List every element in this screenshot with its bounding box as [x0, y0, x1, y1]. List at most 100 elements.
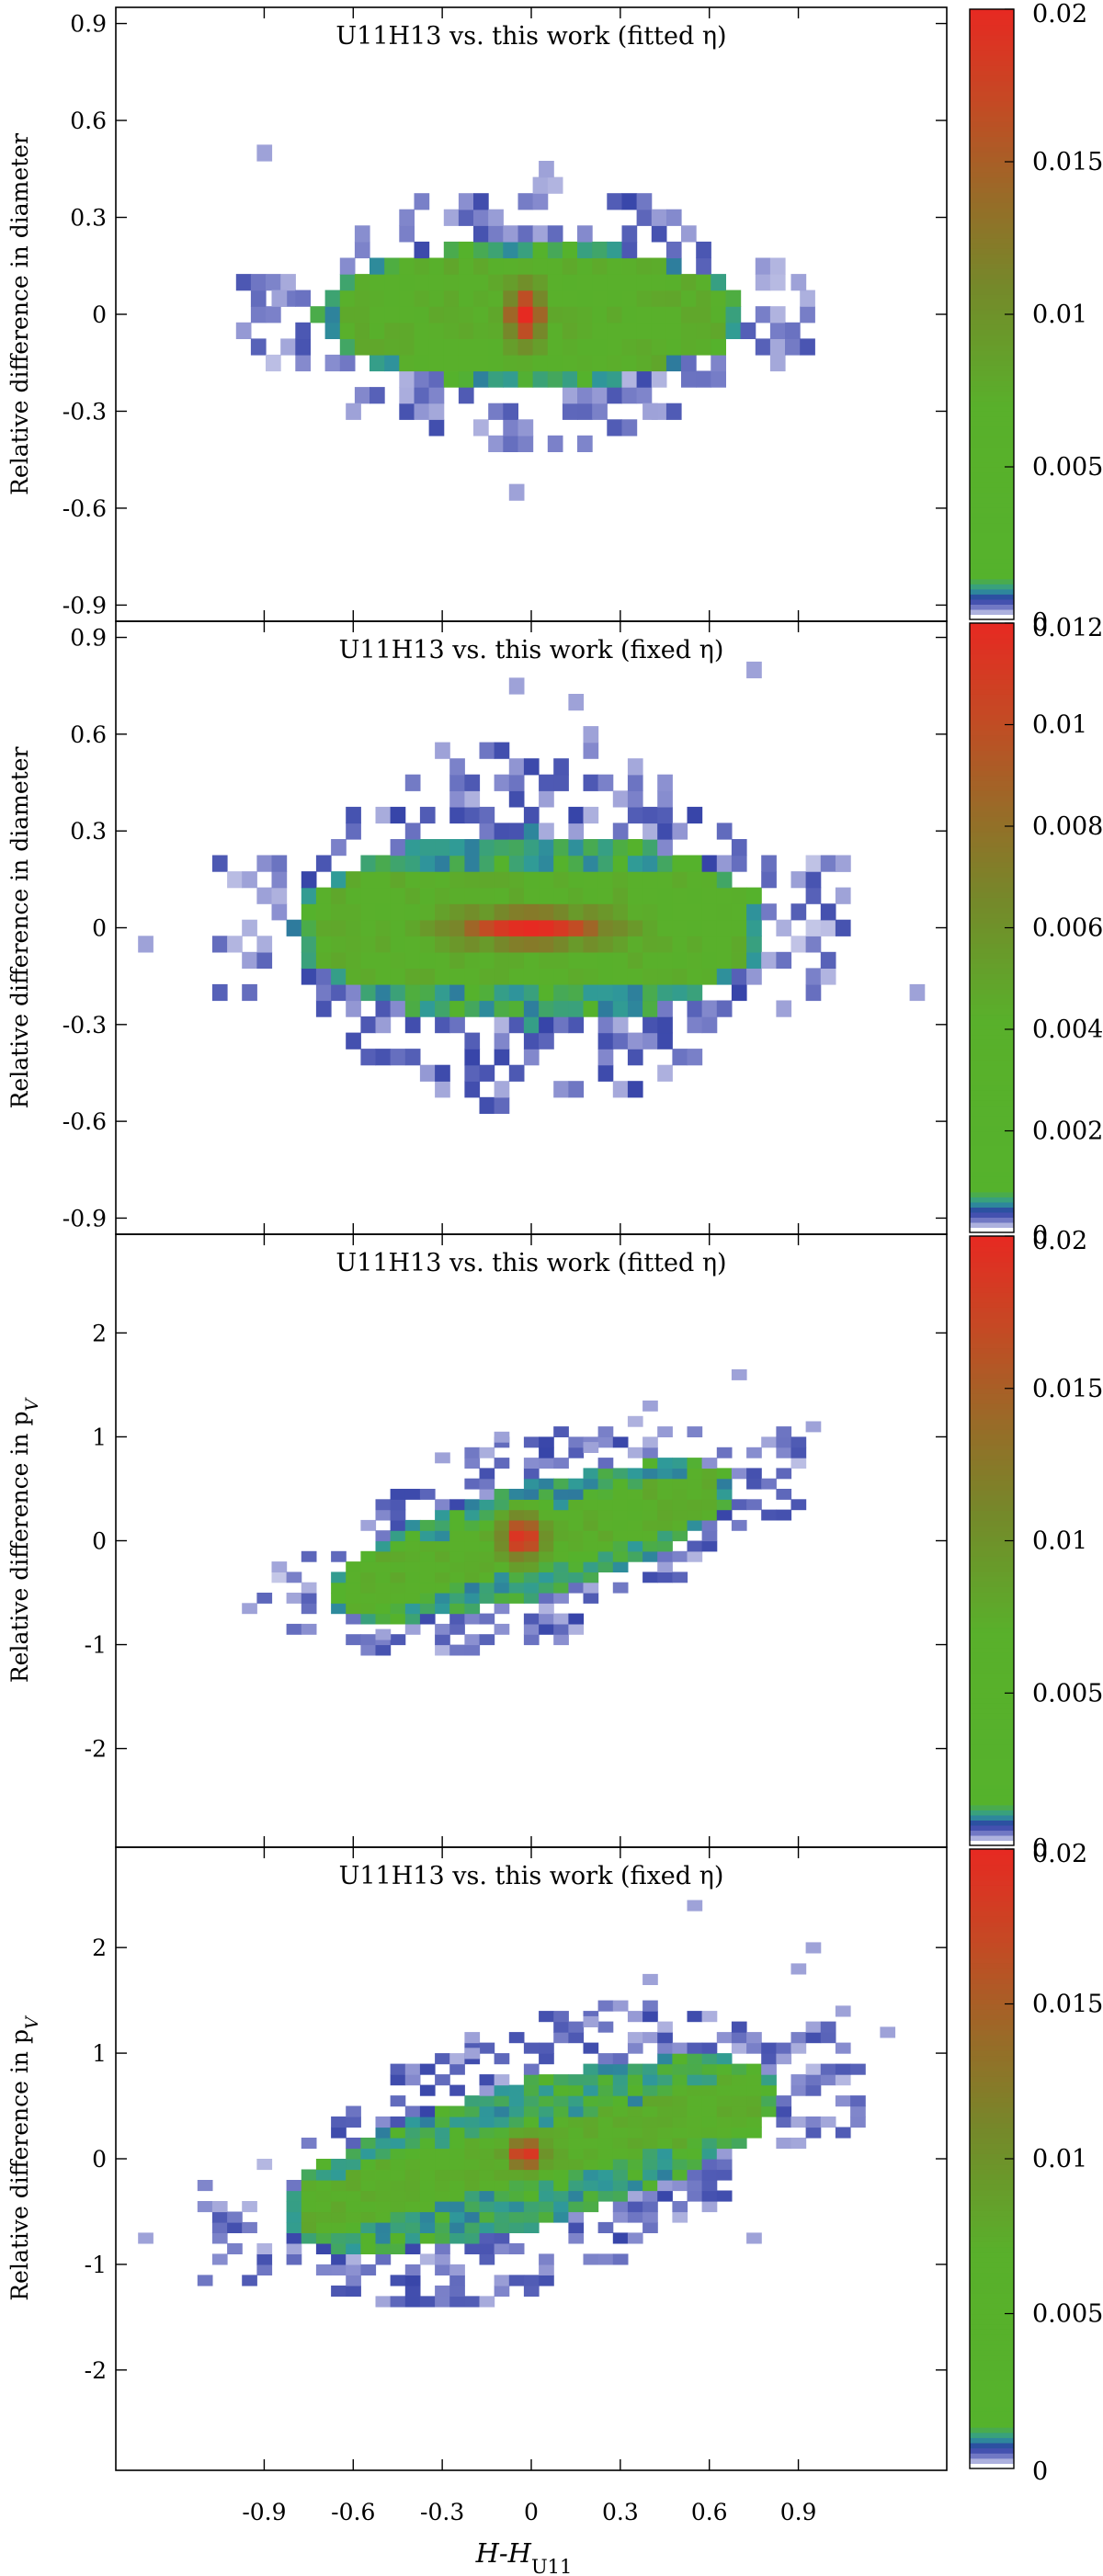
colorbar-segment: [970, 70, 1014, 76]
heat-cell: [672, 2201, 688, 2213]
colorbar-segment: [970, 927, 1014, 934]
heat-cell: [464, 2242, 481, 2254]
heat-cell: [597, 2074, 614, 2086]
heat-cell: [360, 855, 377, 872]
heat-cell: [404, 2221, 421, 2233]
heat-cell: [242, 983, 257, 1002]
colorbar-segment: [970, 1799, 1014, 1806]
heat-cell: [404, 983, 421, 1002]
heat-cell: [681, 274, 697, 291]
heat-cell: [449, 2180, 465, 2192]
colorbar-segment: [970, 1998, 1014, 2005]
colorbar-segment: [970, 664, 1014, 670]
colorbar-segment: [970, 172, 1014, 178]
heat-cell: [449, 951, 465, 969]
colorbar-segment: [970, 1566, 1014, 1572]
heat-cell: [657, 774, 673, 791]
heat-cell: [642, 2074, 658, 2086]
heat-cell: [301, 936, 317, 953]
colorbar-segment: [970, 1657, 1014, 1663]
heat-cell: [404, 1603, 421, 1615]
colorbar-segment: [970, 917, 1014, 924]
colorbar-segment: [970, 1540, 1014, 1547]
heat-cell: [449, 2053, 465, 2065]
colorbar-segment: [970, 1408, 1014, 1414]
heat-cell: [211, 983, 228, 1002]
heat-cell: [494, 1032, 510, 1050]
heat-cell: [523, 936, 540, 953]
heat-cell: [503, 338, 518, 356]
colorbar-segment: [970, 50, 1014, 56]
heat-cell: [523, 1000, 540, 1017]
heat-cell: [360, 1016, 377, 1034]
outlier-cell: [464, 2048, 481, 2060]
colorbar-segment: [970, 1601, 1014, 1607]
colorbar-segment: [970, 1764, 1014, 1770]
heat-cell: [553, 1593, 569, 1604]
heat-cell: [539, 1436, 554, 1448]
heat-cell: [553, 1016, 569, 1034]
colorbar-segment: [970, 897, 1014, 903]
heat-cell: [636, 289, 653, 307]
heat-cell: [761, 2105, 777, 2117]
heat-cell: [597, 1519, 614, 1531]
heat-cell: [547, 176, 563, 194]
heat-cell: [790, 1447, 807, 1458]
heat-cell: [375, 1000, 392, 1017]
colorbar-segment: [970, 714, 1014, 721]
heat-cell: [672, 2116, 688, 2128]
heat-cell: [657, 1064, 673, 1082]
heat-cell: [553, 2148, 569, 2160]
colorbar-segment: [970, 100, 1014, 107]
heat-cell: [776, 1509, 792, 1521]
heat-cell: [627, 1540, 643, 1552]
heat-cell: [399, 387, 415, 404]
heat-cell: [583, 1519, 599, 1531]
heat-cell: [508, 1561, 525, 1572]
heat-cell: [731, 983, 747, 1002]
colorbar-segment: [970, 780, 1014, 787]
heat-cell: [761, 903, 777, 921]
heat-cell: [657, 1572, 673, 1583]
heat-cell: [375, 1613, 392, 1625]
colorbar-segment: [970, 1363, 1014, 1369]
heat-cell: [331, 2232, 347, 2244]
outlier-cell: [642, 1400, 658, 1412]
heat-cell: [508, 1489, 525, 1500]
heat-cell: [627, 2042, 643, 2054]
heat-cell: [687, 983, 703, 1002]
heat-cell: [419, 2116, 436, 2128]
heat-cell: [642, 1519, 658, 1531]
heat-cell: [532, 257, 549, 275]
heat-cell: [503, 403, 518, 420]
heat-cell: [547, 370, 563, 388]
heat-cell: [315, 2180, 332, 2192]
heat-cell: [642, 839, 658, 857]
heat-cell: [479, 839, 495, 857]
colorbar-segment: [970, 826, 1014, 833]
heat-cell: [508, 1509, 525, 1521]
heat-cell: [612, 2074, 629, 2086]
heat-cell: [517, 289, 534, 307]
heat-cell: [701, 903, 718, 921]
heat-cell: [568, 1623, 585, 1635]
heat-cell: [612, 1468, 629, 1480]
colorbar-segment: [970, 1647, 1014, 1653]
heat-cell: [479, 1000, 495, 1017]
heat-cell: [687, 871, 703, 889]
heat-cell: [627, 2105, 643, 2117]
heat-cell: [479, 1447, 495, 1458]
heat-cell: [390, 2169, 406, 2181]
heat-cell: [612, 1499, 629, 1511]
heat-cell: [642, 936, 658, 953]
heat-cell: [553, 2032, 569, 2044]
heat-cell: [539, 2095, 554, 2107]
heat-cell: [464, 887, 481, 904]
colorbar-segment: [970, 1287, 1014, 1293]
colorbar-segment: [970, 339, 1014, 346]
colorbar-segment: [970, 2205, 1014, 2211]
heat-cell: [419, 2127, 436, 2139]
colorbar-segment: [970, 760, 1014, 766]
colorbar-segment: [970, 1993, 1014, 2000]
heat-cell: [701, 2148, 718, 2160]
